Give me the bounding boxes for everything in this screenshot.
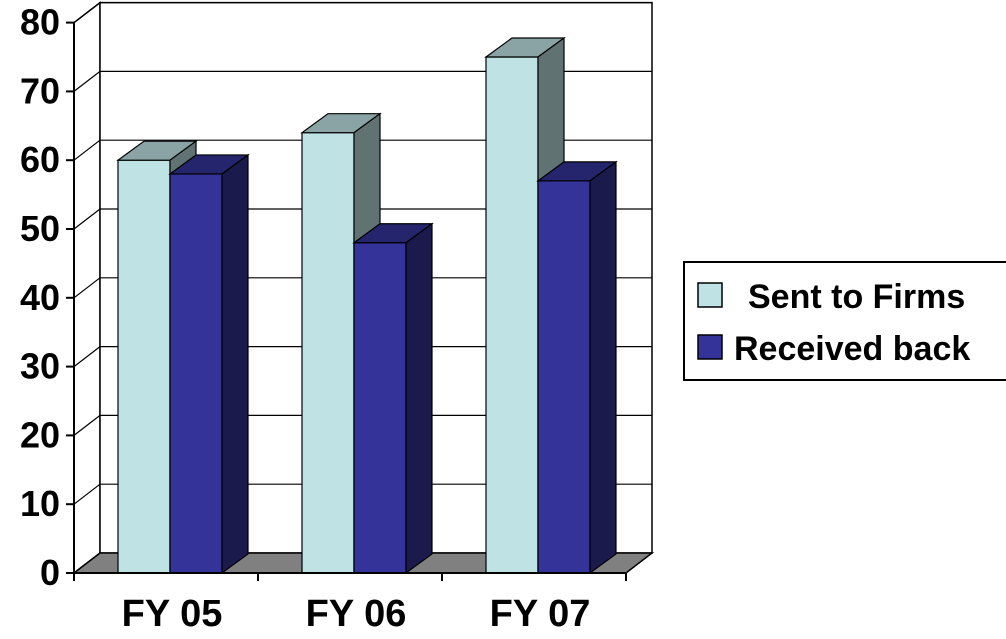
bar-front [485, 56, 539, 574]
y-tick-label: 40 [20, 277, 60, 318]
category-label: FY 07 [490, 593, 591, 634]
y-tick-label: 20 [20, 414, 60, 455]
bar-side [589, 160, 617, 575]
bar-front [117, 159, 171, 574]
y-tick-label: 70 [20, 70, 60, 111]
gridline-side [73, 2, 101, 24]
bar-front [353, 242, 407, 574]
gridline-side [73, 346, 101, 368]
bars [116, 36, 618, 575]
legend-label: Sent to Firms [748, 278, 965, 316]
category-label: FY 05 [122, 593, 223, 634]
gridline-side [73, 208, 101, 230]
gridline-side [73, 70, 101, 92]
legend-swatch [697, 282, 723, 308]
y-tick-label: 80 [20, 2, 60, 43]
legend: Sent to Firms Received back [683, 261, 1006, 381]
legend-box [683, 261, 1006, 381]
legend-label: Received back [734, 330, 970, 368]
y-tick-label: 10 [20, 483, 60, 524]
y-tick-label: 50 [20, 208, 60, 249]
gridline-side [73, 277, 101, 299]
bar-side [405, 222, 433, 575]
bar-side [221, 153, 249, 575]
gridline-side [73, 139, 101, 161]
bar [352, 222, 434, 575]
bar-front [301, 132, 355, 574]
bar [536, 160, 618, 575]
bar-front [169, 173, 223, 574]
gridline-side [73, 483, 101, 505]
gridline-side [73, 414, 101, 436]
category-label: FY 06 [306, 593, 407, 634]
bar-front [537, 180, 591, 574]
category-axis: FY 05 FY 06 FY 07 [73, 572, 627, 635]
legend-swatch [697, 334, 723, 360]
y-tick-label: 60 [20, 139, 60, 180]
y-tick-label: 30 [20, 346, 60, 387]
y-tick-label: 0 [40, 552, 60, 593]
bar [168, 153, 250, 575]
value-axis: 0 10 20 30 40 50 60 70 80 [20, 2, 75, 593]
